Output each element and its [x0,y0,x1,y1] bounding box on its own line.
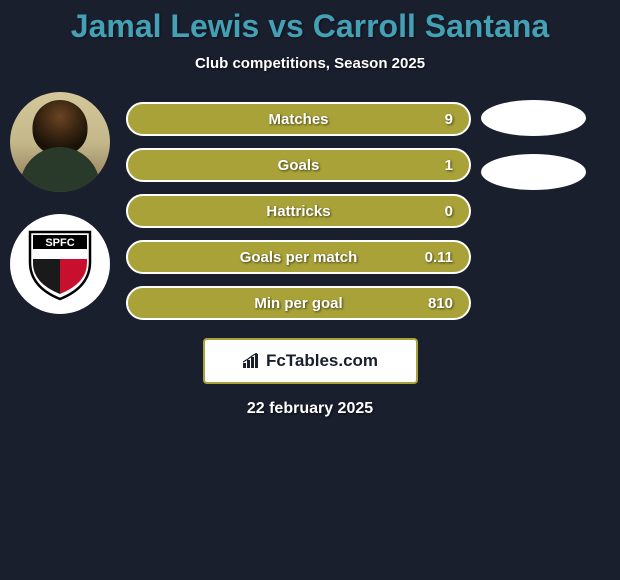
ellipse-icon [481,154,586,190]
stat-bar-hattricks: Hattricks 0 [126,194,471,228]
main-container: Jamal Lewis vs Carroll Santana Club comp… [0,0,620,418]
footer: FcTables.com 22 february 2025 [0,338,620,418]
stat-label: Hattricks [266,203,330,220]
stat-bar-matches: Matches 9 [126,102,471,136]
stat-value: 9 [445,111,453,128]
content-row: SPFC Matches 9 Goals 1 Hattricks 0 [0,102,620,320]
stat-bar-min-per-goal: Min per goal 810 [126,286,471,320]
avatars-column: SPFC [10,92,110,314]
stat-value: 1 [445,157,453,174]
chart-icon [242,353,262,369]
logo-text: FcTables.com [266,351,378,371]
club-text: SPFC [45,237,74,249]
subtitle-text: Club competitions, Season 2025 [0,55,620,72]
stat-bar-goals: Goals 1 [126,148,471,182]
logo-box: FcTables.com [203,338,418,384]
stat-label: Goals [278,157,320,174]
club-avatar-icon: SPFC [10,214,110,314]
player-avatar-icon [10,92,110,192]
stat-value: 810 [428,295,453,312]
stat-label: Matches [268,111,328,128]
stat-value: 0 [445,203,453,220]
date-text: 22 february 2025 [247,400,373,418]
stat-value: 0.11 [425,249,453,266]
comparison-title: Jamal Lewis vs Carroll Santana [0,8,620,45]
right-ellipses-column [481,100,586,190]
ellipse-icon [481,100,586,136]
club-shield-icon: SPFC [25,227,95,302]
stats-column: Matches 9 Goals 1 Hattricks 0 Goals per … [126,102,471,320]
stat-bar-goals-per-match: Goals per match 0.11 [126,240,471,274]
stat-label: Min per goal [254,295,342,312]
stat-label: Goals per match [240,249,358,266]
